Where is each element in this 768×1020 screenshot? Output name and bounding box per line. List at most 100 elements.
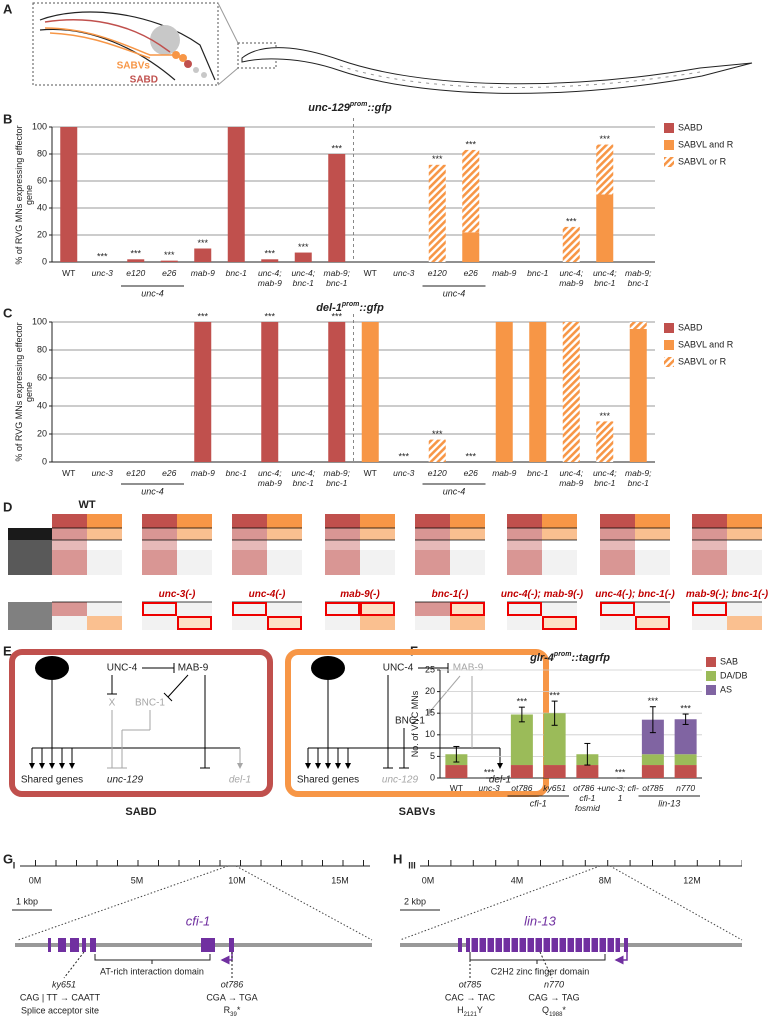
error-bar [453,745,460,763]
allele: n770 [544,979,564,989]
cell [267,514,302,528]
bar [543,765,566,778]
legend-swatch [664,140,674,150]
x-tick-label: mab-9 [190,468,215,478]
bar [641,719,664,755]
cell [727,540,762,550]
bar [194,248,212,262]
cell [232,514,267,528]
group-label: unc-4 [141,288,164,298]
significance: *** [264,249,275,259]
mutant-label: unc-4(-); bnc-1(-) [595,589,675,600]
cell [727,602,762,616]
panel-label: C [3,305,13,320]
inhibit-bar [163,692,173,702]
legend-label: SABVL and R [678,339,734,349]
cell [52,616,87,630]
factor: BNC-1 [135,698,165,709]
group-label: lin-13 [658,798,680,808]
x-tick-label: WT [363,268,377,278]
cell [360,540,395,550]
gene-label: unc-129 [382,775,419,786]
x-tick-label: ot785 [642,783,664,793]
bar [495,322,513,462]
result: * [562,1005,566,1015]
cell [450,528,485,540]
side-block [8,602,52,630]
x-tick-label: e26 [463,468,478,478]
y-tick-label: 0 [430,772,435,782]
label-sabd: SABD [130,75,158,86]
title-superscript: prom [341,301,360,308]
cell [267,602,302,616]
result: Y [477,1005,483,1015]
direction-arrow [614,952,628,965]
bar [227,127,245,262]
exon [70,938,79,952]
effect: Splice acceptor site [21,1005,99,1015]
y-tick-label: 40 [37,400,47,410]
x-tick-label: WT [62,268,76,278]
cell [142,540,177,550]
mutant-label: bnc-1(-) [431,589,469,600]
change-outline [542,616,577,630]
cell [727,616,762,630]
bar [562,226,580,262]
significance: *** [549,690,560,700]
x-tick-label: bnc-1 [527,468,549,478]
title-gene: unc-129 [308,102,350,114]
y-axis-label: No. of VNC MNs [410,690,420,758]
cell [177,602,212,616]
residue: H [457,1005,464,1015]
significance: *** [566,216,577,226]
error-bar [649,706,656,734]
cell [507,602,542,616]
cell [727,550,762,575]
ruler-label: 0M [29,875,42,885]
x-tick-label: unc-4; bnc-1 [592,268,617,288]
cell [415,540,450,550]
zoom-box [237,42,277,69]
x-tick-label: n770 [676,783,696,793]
cell [360,528,395,540]
scale-label: 2 kbp [404,896,426,906]
error-bar [584,742,591,766]
chart-title: del-1prom::gfp [316,301,384,314]
change-outline [692,602,727,616]
x-tick-label: mab-9; bnc-1 [323,468,350,488]
sabd-box [9,649,273,797]
mutant-label: unc-4(-) [248,589,286,600]
arrow [427,675,461,715]
zoom-line [399,865,601,941]
cell-title: SABD [125,806,156,818]
mutation-line [63,951,85,979]
mutant-label: unc-4(-); mab-9(-) [500,589,584,600]
factor: BNC-1 [395,716,425,727]
inset-box [32,2,219,86]
x-tick-label: mab-9; bnc-1 [625,268,652,288]
ruler-label: 15M [331,875,349,885]
y-tick-label: 15 [425,708,435,718]
cell [142,602,177,616]
y-tick-label: 5 [430,751,435,761]
y-tick-label: 0 [42,256,47,266]
cell [692,540,727,550]
significance: *** [97,251,108,261]
cell [142,550,177,575]
exon [624,938,628,952]
mutant-label: unc-3(-) [158,589,196,600]
exon [58,938,66,952]
position: 2121 [464,1012,478,1018]
worm-outline [39,28,176,81]
zoom-line [609,865,743,941]
group-label: cfi-1 [530,798,547,808]
legend-label: SABD [678,122,703,132]
significance: *** [432,154,443,164]
panel-label: B [3,111,12,126]
x-tick-label: unc-4; bnc-1 [291,268,316,288]
change-outline [232,602,267,616]
ruler-label: 4M [511,875,524,885]
legend-label: SABVL or R [678,356,727,366]
cell [52,528,87,540]
